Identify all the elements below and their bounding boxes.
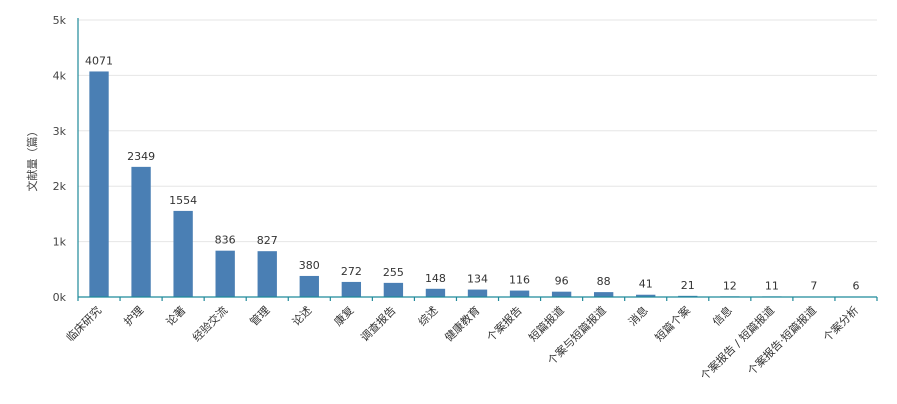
data-label: 134 [467,273,488,286]
x-tick-label: 康复 [331,303,356,328]
data-label: 380 [299,259,320,272]
data-label: 11 [765,279,779,292]
data-label: 272 [341,265,362,278]
data-label: 116 [509,274,530,287]
x-tick-label: 个案报告·短篇报道 [744,303,819,378]
y-axis-label: 文献量（篇） [25,126,39,192]
bar [425,288,446,297]
y-axis-ticks: 0k 1k 2k 3k 4k 5k [53,14,67,304]
data-label: 96 [555,275,569,288]
x-tick-label: 管理 [247,303,272,328]
bar [509,290,530,297]
x-tick-label: 短篇个案 [652,303,693,344]
data-label: 12 [723,279,737,292]
y-tick-label: 4k [53,69,67,82]
bar [551,291,572,297]
bar [299,275,319,297]
bar [467,289,488,297]
data-label: 836 [215,234,236,247]
bar [131,166,151,297]
bar [593,292,614,297]
data-label: 88 [597,275,611,288]
data-label: 6 [852,280,859,293]
data-label: 7 [810,280,817,293]
bar [215,250,235,297]
y-tick-label: 3k [53,125,67,138]
bar [173,210,193,297]
x-tick-label: 调查报告 [358,303,399,344]
bar [341,281,362,297]
x-tick-label: 论述 [289,303,314,328]
y-tick-label: 1k [53,236,67,249]
data-label: 255 [383,266,404,279]
y-tick-label: 2k [53,180,67,193]
data-label: 41 [639,278,653,291]
bar [383,282,404,297]
x-tick-label: 护理 [121,303,146,328]
x-tick-label: 短篇报道 [526,303,567,344]
x-tick-label: 临床研究 [63,303,104,344]
y-tick-label: 5k [53,14,67,27]
data-label: 148 [425,272,446,285]
bar [636,294,656,297]
y-tick-label: 0k [53,291,67,304]
data-label: 2349 [127,150,155,163]
x-tick-label: 论著 [163,303,188,328]
x-tick-label: 经验交流 [189,303,230,344]
x-tick-label: 消息 [625,303,650,328]
data-label: 827 [257,234,278,247]
x-tick-label: 信息 [709,303,734,328]
x-tick-label: 健康教育 [442,303,483,344]
bar [89,71,109,297]
bars [89,71,866,298]
x-tick-label: 综述 [415,303,440,328]
x-tick-label: 个案报告 / 短篇报道 [697,303,777,383]
x-tick-label: 个案报告 [484,303,525,344]
data-label: 4071 [85,54,113,67]
data-label: 21 [681,279,695,292]
grid-lines [78,19,877,243]
data-label: 1554 [169,194,197,207]
bar [257,251,277,297]
x-axis-ticks: 临床研究 护理 论著 经验交流 管理 论述 康复 调查报告 综述 健康教育 个案报告 短篇报道个案与短… [63,297,878,383]
x-tick-label: 个案分析 [820,303,861,344]
